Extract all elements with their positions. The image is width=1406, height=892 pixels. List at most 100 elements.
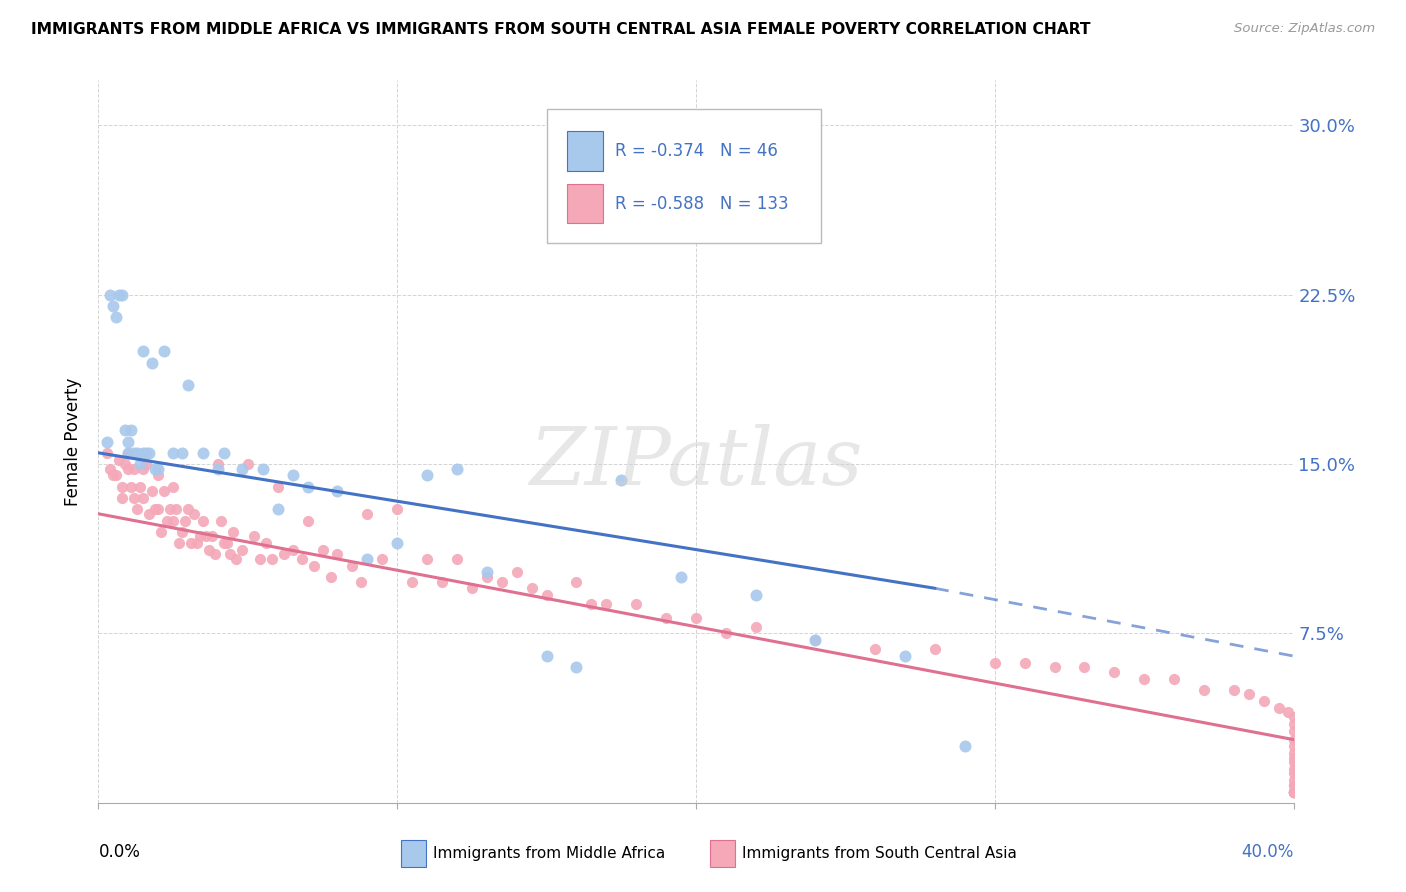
Point <box>1282 778 1305 792</box>
Point <box>1282 784 1305 798</box>
Point <box>132 461 155 475</box>
Point <box>108 452 131 467</box>
Point <box>204 548 226 562</box>
Point <box>714 626 737 640</box>
Point <box>231 461 253 475</box>
Point <box>132 491 155 505</box>
Point <box>565 660 588 674</box>
Text: ZIPatlas: ZIPatlas <box>529 425 863 502</box>
Point <box>1192 682 1215 697</box>
Point <box>1282 784 1305 798</box>
Point <box>135 446 157 460</box>
Point <box>150 524 173 539</box>
Point <box>416 468 439 483</box>
Point <box>581 597 603 611</box>
Point <box>127 446 149 460</box>
Point <box>446 552 468 566</box>
FancyBboxPatch shape <box>547 109 821 243</box>
Point <box>595 597 617 611</box>
Point <box>138 446 160 460</box>
Point <box>96 434 118 449</box>
Point <box>188 529 211 543</box>
Text: IMMIGRANTS FROM MIDDLE AFRICA VS IMMIGRANTS FROM SOUTH CENTRAL ASIA FEMALE POVER: IMMIGRANTS FROM MIDDLE AFRICA VS IMMIGRA… <box>31 22 1091 37</box>
Point <box>297 480 319 494</box>
Text: R = -0.588   N = 133: R = -0.588 N = 133 <box>614 194 789 213</box>
Point <box>1282 784 1305 798</box>
Point <box>215 536 238 550</box>
Point <box>129 480 152 494</box>
Point <box>212 536 235 550</box>
Point <box>98 287 122 301</box>
Point <box>153 344 176 359</box>
Point <box>506 566 529 580</box>
Point <box>135 457 157 471</box>
Point <box>1282 784 1305 798</box>
Point <box>219 548 242 562</box>
Point <box>385 502 409 516</box>
Point <box>103 299 125 313</box>
Point <box>177 378 200 392</box>
Point <box>159 502 181 516</box>
Point <box>143 502 166 516</box>
Point <box>153 484 176 499</box>
Point <box>127 502 149 516</box>
Point <box>111 491 134 505</box>
Point <box>953 739 976 754</box>
Point <box>1104 665 1126 679</box>
Point <box>141 484 163 499</box>
Point <box>172 446 194 460</box>
Y-axis label: Female Poverty: Female Poverty <box>65 377 83 506</box>
Point <box>475 570 498 584</box>
Point <box>105 310 128 325</box>
Point <box>222 524 245 539</box>
Point <box>536 588 558 602</box>
Point <box>475 566 498 580</box>
Point <box>243 529 266 543</box>
Point <box>1282 784 1305 798</box>
Point <box>117 434 139 449</box>
Point <box>191 446 214 460</box>
Point <box>98 461 122 475</box>
Point <box>1282 739 1305 754</box>
Point <box>894 648 917 663</box>
Point <box>655 610 678 624</box>
Point <box>416 552 439 566</box>
Point <box>1282 784 1305 798</box>
Point <box>1282 716 1305 731</box>
Point <box>156 514 179 528</box>
Point <box>984 656 1007 670</box>
Point <box>114 423 136 437</box>
Point <box>165 502 187 516</box>
Point <box>356 552 378 566</box>
Point <box>401 574 423 589</box>
Point <box>446 461 468 475</box>
Point <box>311 542 333 557</box>
Point <box>198 542 221 557</box>
Point <box>865 642 887 657</box>
Point <box>162 446 184 460</box>
Point <box>669 570 692 584</box>
Point <box>267 502 290 516</box>
Point <box>1267 701 1289 715</box>
Point <box>350 574 373 589</box>
Point <box>132 344 155 359</box>
Point <box>183 507 205 521</box>
Point <box>1043 660 1066 674</box>
Point <box>143 461 166 475</box>
Point <box>1282 755 1305 769</box>
Point <box>1282 784 1305 798</box>
Point <box>1282 710 1305 724</box>
Text: 0.0%: 0.0% <box>98 843 141 861</box>
Point <box>124 461 146 475</box>
Point <box>191 514 214 528</box>
Point <box>371 552 394 566</box>
Point <box>1282 778 1305 792</box>
Point <box>129 457 152 471</box>
Point <box>1073 660 1095 674</box>
Point <box>342 558 364 573</box>
Point <box>103 468 125 483</box>
Point <box>1223 682 1246 697</box>
Point <box>1237 687 1260 701</box>
Point <box>108 287 131 301</box>
Point <box>461 582 484 596</box>
